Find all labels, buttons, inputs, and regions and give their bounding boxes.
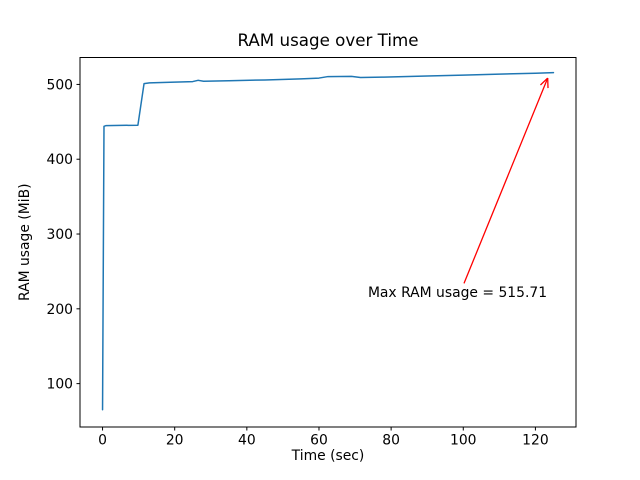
y-axis-label: RAM usage (MiB): [17, 183, 33, 301]
x-tick-label: 40: [238, 433, 256, 449]
x-tick-label: 0: [98, 433, 107, 449]
x-tick-label: 20: [166, 433, 184, 449]
x-tick-label: 80: [382, 433, 400, 449]
annotation-text: Max RAM usage = 515.71: [368, 285, 547, 301]
x-axis-label: Time (sec): [291, 448, 365, 464]
data-series: [101, 71, 555, 411]
plot-area: [79, 57, 577, 428]
y-tick-label: 300: [46, 227, 73, 243]
x-tick-label: 100: [450, 433, 477, 449]
chart-title: RAM usage over Time: [237, 30, 418, 50]
x-tick-label: 120: [522, 433, 549, 449]
annotation-arrow: [463, 77, 549, 284]
y-tick-label: 500: [46, 77, 73, 93]
arrow-head: [540, 77, 549, 86]
y-tick-label: 100: [46, 377, 73, 393]
axis-ticks: 0 20 40 60 80 100 120 100 200 300 400 500: [46, 77, 548, 448]
ram-usage-line: [101, 71, 555, 411]
y-tick-label: 200: [46, 302, 73, 318]
x-tick-label: 60: [310, 433, 328, 449]
arrow-shaft: [463, 77, 549, 284]
y-tick-label: 400: [46, 152, 73, 168]
